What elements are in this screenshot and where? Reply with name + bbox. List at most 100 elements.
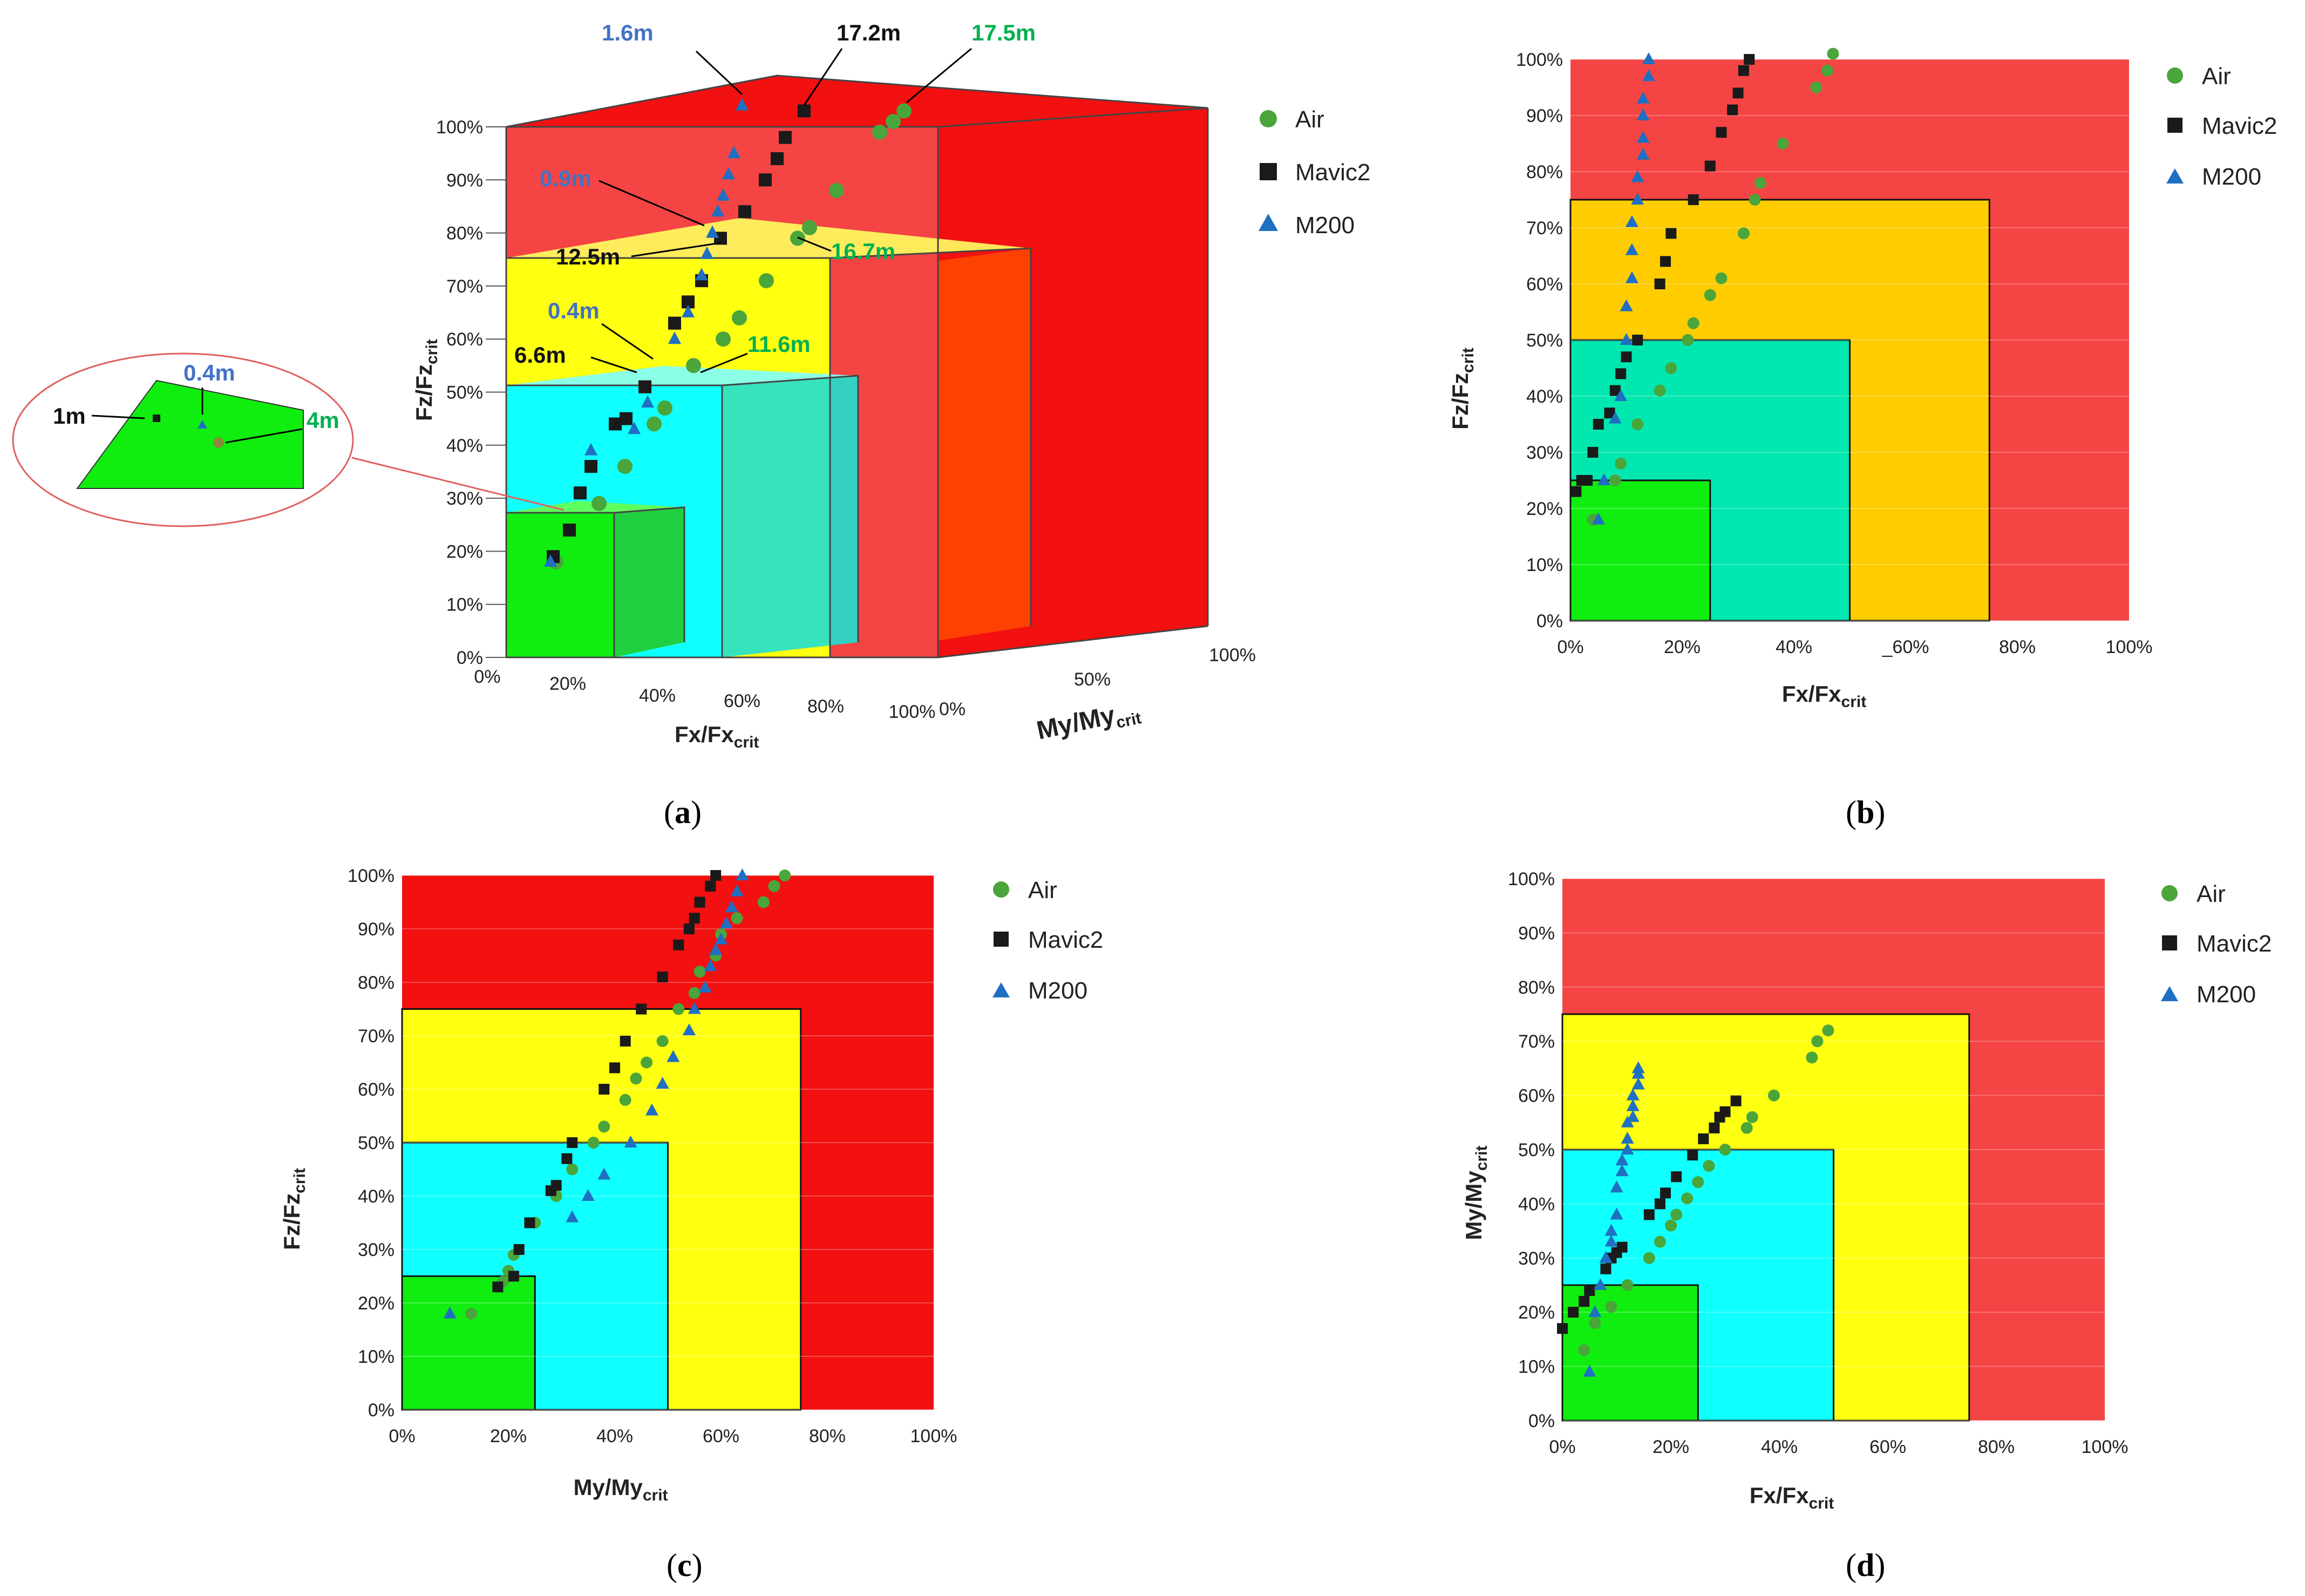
- x-tick-b: 100%: [2106, 637, 2153, 657]
- mavic2-point-c: [524, 1217, 535, 1228]
- a-m200-point: [701, 246, 713, 259]
- mavic2-point-c: [673, 939, 684, 950]
- m200-point-d: [1626, 1088, 1640, 1101]
- legend-m200-marker-c: [992, 982, 1010, 997]
- legend-m200-marker-b: [2166, 168, 2184, 184]
- air-point-b: [1615, 457, 1627, 470]
- m200-point-c: [736, 868, 749, 880]
- a-air-point: [591, 495, 607, 511]
- mavic2-point-c: [620, 1035, 631, 1047]
- air-point-d: [1822, 1024, 1834, 1037]
- y-tick-d: 80%: [1518, 977, 1555, 998]
- y-tick-d: 20%: [1518, 1302, 1555, 1323]
- y-tick-c: 50%: [358, 1133, 395, 1153]
- air-point-c: [731, 912, 743, 925]
- a-m200-point: [695, 268, 708, 281]
- mavic2-point-c: [508, 1271, 519, 1282]
- air-point-b: [1827, 47, 1839, 60]
- mavic2-point-b: [1609, 385, 1621, 396]
- mavic2-point-d: [1600, 1263, 1612, 1274]
- a-m200-point: [727, 146, 740, 159]
- mavic2-point-b: [1570, 486, 1582, 497]
- air-point-c: [598, 1120, 610, 1133]
- m200-point-d: [1621, 1131, 1634, 1144]
- a-x-tick: 0%: [474, 667, 500, 687]
- m200-point-c: [645, 1103, 658, 1116]
- legend-c: Air Mavic2 M200: [992, 877, 1103, 1004]
- m200-point-d: [1610, 1207, 1623, 1220]
- air-point-c: [779, 870, 791, 881]
- a-m200-point: [711, 204, 724, 217]
- legend-air-marker: [1260, 110, 1277, 127]
- a-z-tick: 80%: [446, 223, 483, 244]
- m200-point-b: [1636, 91, 1650, 104]
- legend-label-d: M200: [2197, 981, 2256, 1008]
- a-z-tick: 50%: [446, 383, 483, 403]
- x-tick-c: 80%: [809, 1426, 846, 1446]
- mavic2-point-b: [1738, 65, 1749, 76]
- zone-green-c: [401, 1275, 536, 1411]
- y-tick-d: 0%: [1528, 1411, 1555, 1431]
- mavic2-point-c: [599, 1084, 610, 1095]
- air-point-c: [587, 1137, 600, 1149]
- legend-air-marker-d: [2161, 885, 2178, 901]
- air-point-c: [757, 896, 770, 908]
- air-point-c: [656, 1035, 669, 1047]
- mavic2-point-c: [609, 1062, 620, 1074]
- zone-green-b: [1569, 479, 1711, 622]
- inset-label-1m: 1m: [53, 403, 86, 429]
- legend-mavic2-marker-c: [994, 932, 1009, 947]
- x-tick-b: 20%: [1664, 637, 1701, 657]
- air-point-d: [1692, 1176, 1704, 1188]
- m200-point-c: [566, 1210, 579, 1223]
- x-tick-b: 40%: [1776, 637, 1812, 657]
- air-point-d: [1740, 1122, 1753, 1134]
- mavic2-point-d: [1660, 1187, 1671, 1199]
- mavic2-point-b: [1716, 127, 1727, 138]
- air-point-b: [1737, 227, 1750, 240]
- panel-a-x-ticks: 0% 20% 40% 60% 80% 100%: [474, 667, 935, 722]
- cyan-zone-top-face: [506, 366, 858, 385]
- mavic2-point-d: [1671, 1171, 1682, 1183]
- a-z-tick: 100%: [436, 117, 483, 138]
- inset-label-4m: 4m: [307, 408, 339, 433]
- air-point-d: [1806, 1051, 1818, 1064]
- inset-label-0-4m: 0.4m: [183, 360, 235, 385]
- m200-point-b: [1625, 271, 1638, 283]
- air-point-d: [1578, 1344, 1590, 1356]
- mavic2-point-c: [705, 880, 716, 892]
- a-m200-point: [668, 331, 681, 344]
- a-m200-point: [717, 188, 730, 201]
- a-x-tick: 80%: [807, 696, 844, 717]
- mavic2-point-b: [1704, 160, 1716, 172]
- y-tick-c: 60%: [358, 1079, 395, 1100]
- m200-point-d: [1594, 1278, 1607, 1290]
- air-point-c: [619, 1094, 631, 1106]
- air-point-b: [1687, 317, 1699, 329]
- air-point-b: [1682, 334, 1694, 346]
- m200-point-b: [1614, 389, 1628, 401]
- mavic2-point-b: [1582, 475, 1593, 486]
- y-tick-b: 90%: [1526, 106, 1563, 126]
- x-tick-c: 0%: [389, 1426, 415, 1446]
- a-z-tick: 40%: [446, 436, 483, 456]
- air-point-d: [1621, 1279, 1634, 1291]
- a-x-tick: 100%: [889, 702, 936, 722]
- mavic2-point-b: [1665, 228, 1677, 239]
- y-tick-b: 20%: [1526, 499, 1563, 519]
- x-tick-b: _60%: [1882, 637, 1929, 657]
- a-x-tick: 60%: [724, 691, 760, 711]
- air-point-d: [1643, 1252, 1655, 1264]
- mavic2-point-b: [1615, 368, 1627, 379]
- y-tick-b: 30%: [1526, 443, 1563, 463]
- panel-b-label: (b): [1846, 794, 1885, 830]
- m200-point-c: [719, 916, 733, 929]
- mavic2-point-d: [1643, 1209, 1655, 1220]
- a-mavic2-point: [563, 524, 576, 537]
- a-mavic2-point: [668, 316, 681, 330]
- legend-label-c: Air: [1028, 877, 1057, 904]
- x-tick-d: 60%: [1869, 1437, 1906, 1457]
- y-tick-b: 60%: [1526, 274, 1563, 295]
- ann-6-6m: 6.6m: [514, 342, 566, 368]
